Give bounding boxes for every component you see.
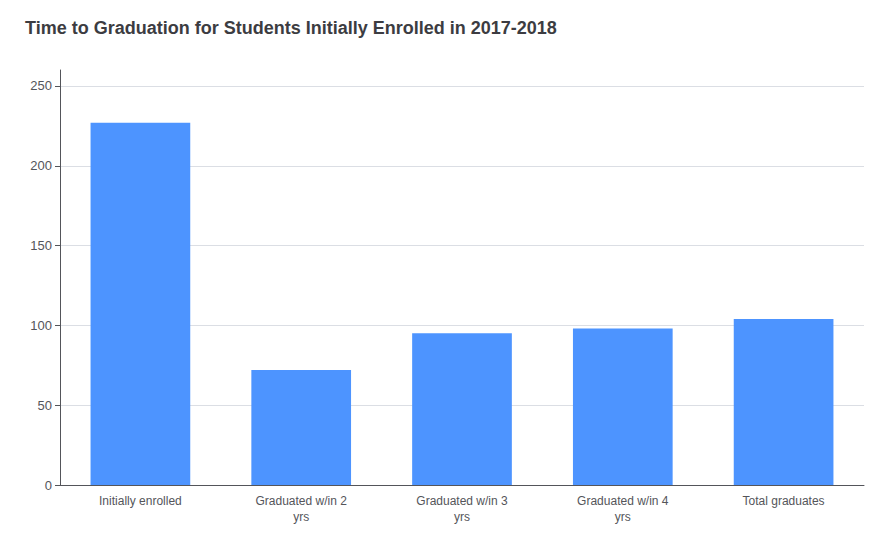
svg-text:Graduated w/in 2: Graduated w/in 2 [256, 494, 348, 508]
svg-text:0: 0 [45, 478, 52, 493]
svg-text:100: 100 [30, 318, 52, 333]
svg-text:yrs: yrs [293, 510, 309, 524]
svg-text:Time to Graduation for Student: Time to Graduation for Students Initiall… [25, 18, 557, 38]
svg-text:Total graduates: Total graduates [743, 494, 825, 508]
svg-text:50: 50 [38, 398, 52, 413]
svg-text:Initially enrolled: Initially enrolled [99, 494, 182, 508]
svg-text:yrs: yrs [454, 510, 470, 524]
svg-text:200: 200 [30, 158, 52, 173]
svg-text:Graduated w/in 4: Graduated w/in 4 [577, 494, 669, 508]
svg-text:150: 150 [30, 238, 52, 253]
svg-text:250: 250 [30, 78, 52, 93]
svg-text:yrs: yrs [615, 510, 631, 524]
svg-text:Graduated w/in 3: Graduated w/in 3 [416, 494, 508, 508]
